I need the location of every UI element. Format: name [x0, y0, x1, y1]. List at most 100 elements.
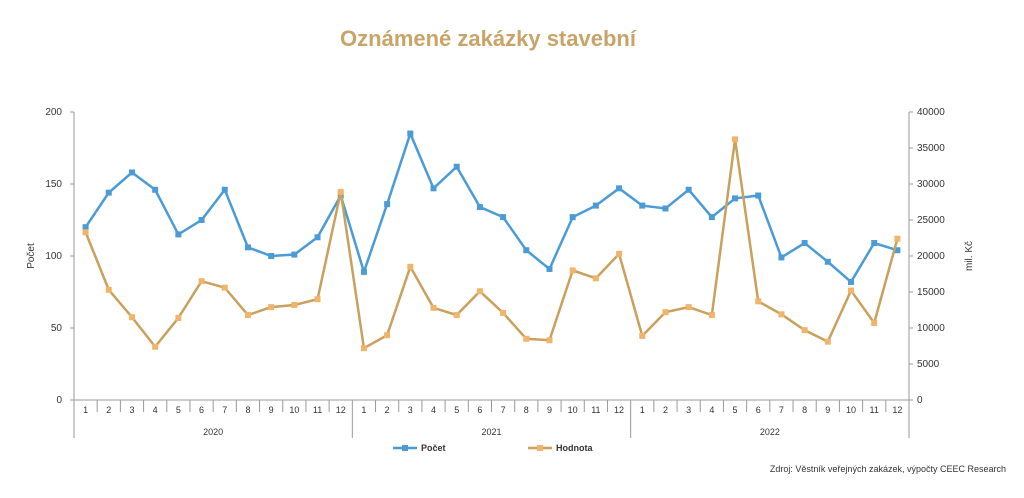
data-point — [291, 301, 298, 308]
data-point — [453, 312, 460, 319]
data-point — [662, 309, 669, 316]
data-point — [569, 267, 576, 274]
x-tick-label: 10 — [568, 405, 578, 415]
data-point — [778, 254, 785, 261]
data-point — [291, 251, 298, 258]
chart-title: Oznámené zakázky stavební — [340, 26, 636, 51]
data-point — [244, 244, 251, 251]
x-tick-label: 3 — [129, 405, 134, 415]
data-point — [268, 253, 275, 259]
x-tick-label: 12 — [892, 405, 902, 415]
data-point — [894, 235, 901, 242]
x-tick-label: 9 — [269, 405, 274, 415]
data-point — [384, 332, 391, 339]
data-point — [407, 263, 414, 270]
data-point — [523, 335, 530, 342]
year-label: 2020 — [203, 427, 223, 437]
x-tick-label: 5 — [176, 405, 181, 415]
data-point — [755, 298, 762, 305]
data-point — [500, 214, 507, 221]
x-tick-label: 7 — [779, 405, 784, 415]
data-point — [244, 312, 251, 319]
data-point — [848, 278, 855, 285]
data-point — [82, 224, 89, 231]
x-tick-label: 10 — [846, 405, 856, 415]
y2-tick-label: 5000 — [917, 359, 940, 370]
data-point — [82, 229, 89, 236]
data-point — [894, 247, 901, 254]
data-point — [221, 186, 228, 193]
y-tick-label: 50 — [51, 323, 63, 334]
x-tick-label: 9 — [825, 405, 830, 415]
data-point — [128, 169, 135, 176]
y2-tick-label: 35000 — [917, 143, 945, 154]
x-tick-label: 1 — [640, 405, 645, 415]
year-label: 2022 — [760, 427, 780, 437]
data-point — [662, 205, 669, 212]
data-point — [732, 195, 739, 202]
x-tick-label: 5 — [454, 405, 459, 415]
x-tick-label: 9 — [547, 405, 552, 415]
data-point — [871, 319, 878, 326]
x-tick-label: 1 — [83, 405, 88, 415]
legend-label: Hodnota — [556, 443, 593, 453]
x-tick-label: 8 — [802, 405, 807, 415]
y2-tick-label: 40000 — [917, 107, 945, 118]
y2-tick-label: 30000 — [917, 179, 945, 190]
data-point — [616, 250, 623, 257]
data-point — [360, 268, 367, 275]
x-tick-label: 11 — [313, 405, 322, 415]
x-tick-label: 6 — [477, 405, 482, 415]
legend-marker — [537, 445, 543, 451]
data-point — [500, 309, 507, 316]
data-point — [732, 136, 739, 143]
y2-tick-label: 25000 — [917, 215, 945, 226]
data-point — [384, 201, 391, 208]
data-point — [453, 163, 460, 170]
data-point — [824, 258, 831, 265]
data-point — [801, 327, 808, 334]
data-point — [871, 240, 878, 247]
legend-marker — [402, 445, 408, 451]
data-point — [685, 304, 692, 311]
data-point — [314, 296, 321, 303]
data-point — [152, 186, 159, 193]
data-point — [314, 234, 321, 241]
data-point — [476, 204, 483, 211]
data-point — [128, 314, 135, 321]
data-point — [175, 231, 182, 238]
series-line-hodnota — [84, 139, 899, 351]
data-point — [639, 332, 646, 339]
data-point — [569, 214, 576, 221]
y2-axis-title: mil. Kč — [964, 241, 975, 271]
x-tick-label: 8 — [245, 405, 250, 415]
y-tick-label: 100 — [45, 251, 62, 262]
data-point — [685, 186, 692, 193]
x-tick-label: 6 — [756, 405, 761, 415]
data-point — [476, 288, 483, 295]
data-point — [592, 202, 599, 209]
data-point — [430, 304, 437, 311]
data-point — [824, 338, 831, 345]
data-point — [337, 188, 344, 195]
data-point — [848, 287, 855, 294]
source-note: Zdroj: Věstník veřejných zakázek, výpočt… — [769, 464, 1006, 474]
x-tick-label: 4 — [153, 405, 158, 415]
x-tick-label: 2 — [385, 405, 390, 415]
x-tick-label: 2 — [106, 405, 111, 415]
data-point — [360, 345, 367, 352]
data-point — [546, 265, 553, 272]
y-axis-title: Počet — [26, 243, 37, 269]
x-tick-label: 12 — [336, 405, 346, 415]
x-tick-label: 2 — [663, 405, 668, 415]
x-tick-label: 1 — [361, 405, 366, 415]
data-point — [778, 311, 785, 318]
data-point — [801, 240, 808, 247]
y-tick-label: 150 — [45, 179, 62, 190]
x-tick-label: 6 — [199, 405, 204, 415]
year-label: 2021 — [481, 427, 501, 437]
data-point — [523, 247, 530, 254]
x-tick-label: 3 — [408, 405, 413, 415]
y2-tick-label: 20000 — [917, 251, 945, 262]
y-tick-label: 0 — [56, 395, 62, 406]
